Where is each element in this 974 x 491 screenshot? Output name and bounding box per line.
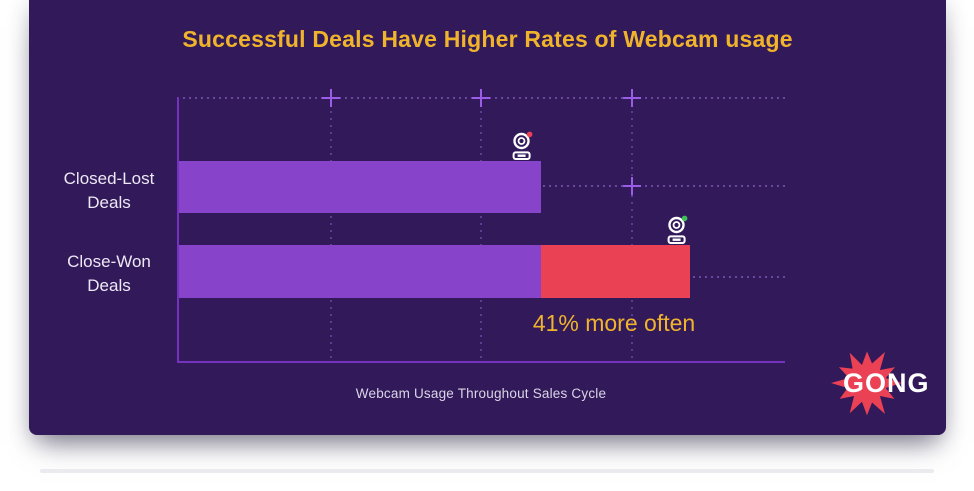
y-axis-line	[177, 97, 179, 363]
grid-plus-marker	[623, 177, 641, 195]
bar-closed-lost	[179, 161, 541, 213]
gong-wordmark: GONG	[843, 368, 930, 398]
grid-plus-marker	[623, 89, 641, 107]
grid-plus-marker	[322, 89, 340, 107]
webcam-status-dot	[681, 215, 688, 222]
grid-plus-marker	[472, 89, 490, 107]
gridline-vertical-1	[330, 97, 332, 363]
x-axis-line	[177, 361, 785, 363]
gong-logo: GONG	[809, 343, 939, 427]
bar-segment-base	[179, 245, 541, 298]
bar-close-won	[179, 245, 690, 298]
x-axis-caption: Webcam Usage Throughout Sales Cycle	[355, 386, 607, 401]
category-label-closed-lost: Closed-Lost Deals	[63, 169, 155, 212]
webcam-icon-active	[667, 215, 688, 244]
bar-segment-extra	[541, 245, 690, 298]
bar-segment-base	[179, 161, 541, 213]
starburst-icon	[831, 351, 902, 416]
gridline-vertical-2	[480, 97, 482, 363]
chart-title: Successful Deals Have Higher Rates of We…	[182, 26, 793, 52]
webcam-icon-inactive	[512, 131, 533, 160]
chart-card: Successful Deals Have Higher Rates of We…	[29, 0, 946, 435]
plot-area: 41% more often	[177, 89, 785, 363]
gridline-vertical-3	[631, 97, 633, 363]
category-label-close-won: Close-Won Deals	[67, 252, 151, 295]
webcam-status-dot	[526, 131, 533, 138]
page-divider	[40, 469, 934, 473]
annotation-41-percent: 41% more often	[532, 310, 696, 336]
